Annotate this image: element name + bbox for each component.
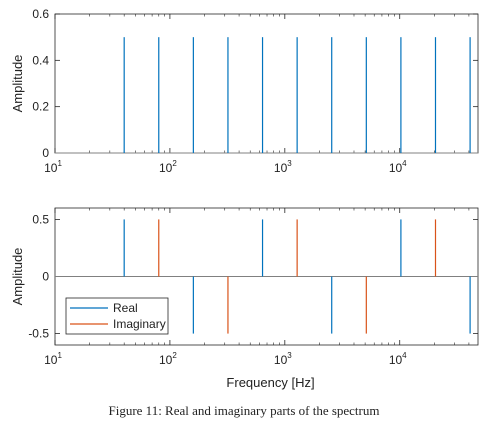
x-tick-label: 104 — [389, 159, 407, 175]
figure-caption: Figure 11: Real and imaginary parts of t… — [108, 403, 380, 418]
y-tick-label: 0.6 — [32, 7, 49, 21]
x-tick-label: 102 — [159, 159, 177, 175]
y-tick-label: 0.2 — [32, 100, 49, 114]
x-tick-label: 102 — [159, 351, 177, 367]
y-tick-label: 0 — [42, 146, 49, 160]
chart-1: 101 102 103 104 0 0.2 0.4 0.6 Amplitude — [10, 7, 479, 175]
y-tick-label: 0.5 — [32, 212, 49, 226]
y-tick-label: 0.4 — [32, 53, 49, 67]
y-axis-label: Amplitude — [10, 248, 25, 306]
x-tick-label: 104 — [389, 351, 407, 367]
x-tick-label: 103 — [274, 159, 292, 175]
x-axis-label: Frequency [Hz] — [226, 375, 314, 390]
chart-2: 101 102 103 104 -0.5 0 0.5 Amplitude Frequency [… — [10, 207, 479, 390]
x-tick-label: 103 — [274, 351, 292, 367]
y-tick-label: 0 — [42, 270, 49, 284]
legend-label: Real — [113, 301, 138, 315]
x-tick-label: 101 — [44, 351, 62, 367]
plot-frame — [54, 13, 479, 154]
legend-box — [65, 297, 169, 335]
y-axis-label: Amplitude — [10, 55, 25, 113]
x-tick-label: 101 — [44, 159, 62, 175]
legend-label: Imaginary — [113, 317, 166, 331]
figure: 101 102 103 104 0 0.2 0.4 0.6 Amplitude 101 102 103… — [10, 7, 479, 390]
y-tick-label: -0.5 — [28, 327, 49, 341]
